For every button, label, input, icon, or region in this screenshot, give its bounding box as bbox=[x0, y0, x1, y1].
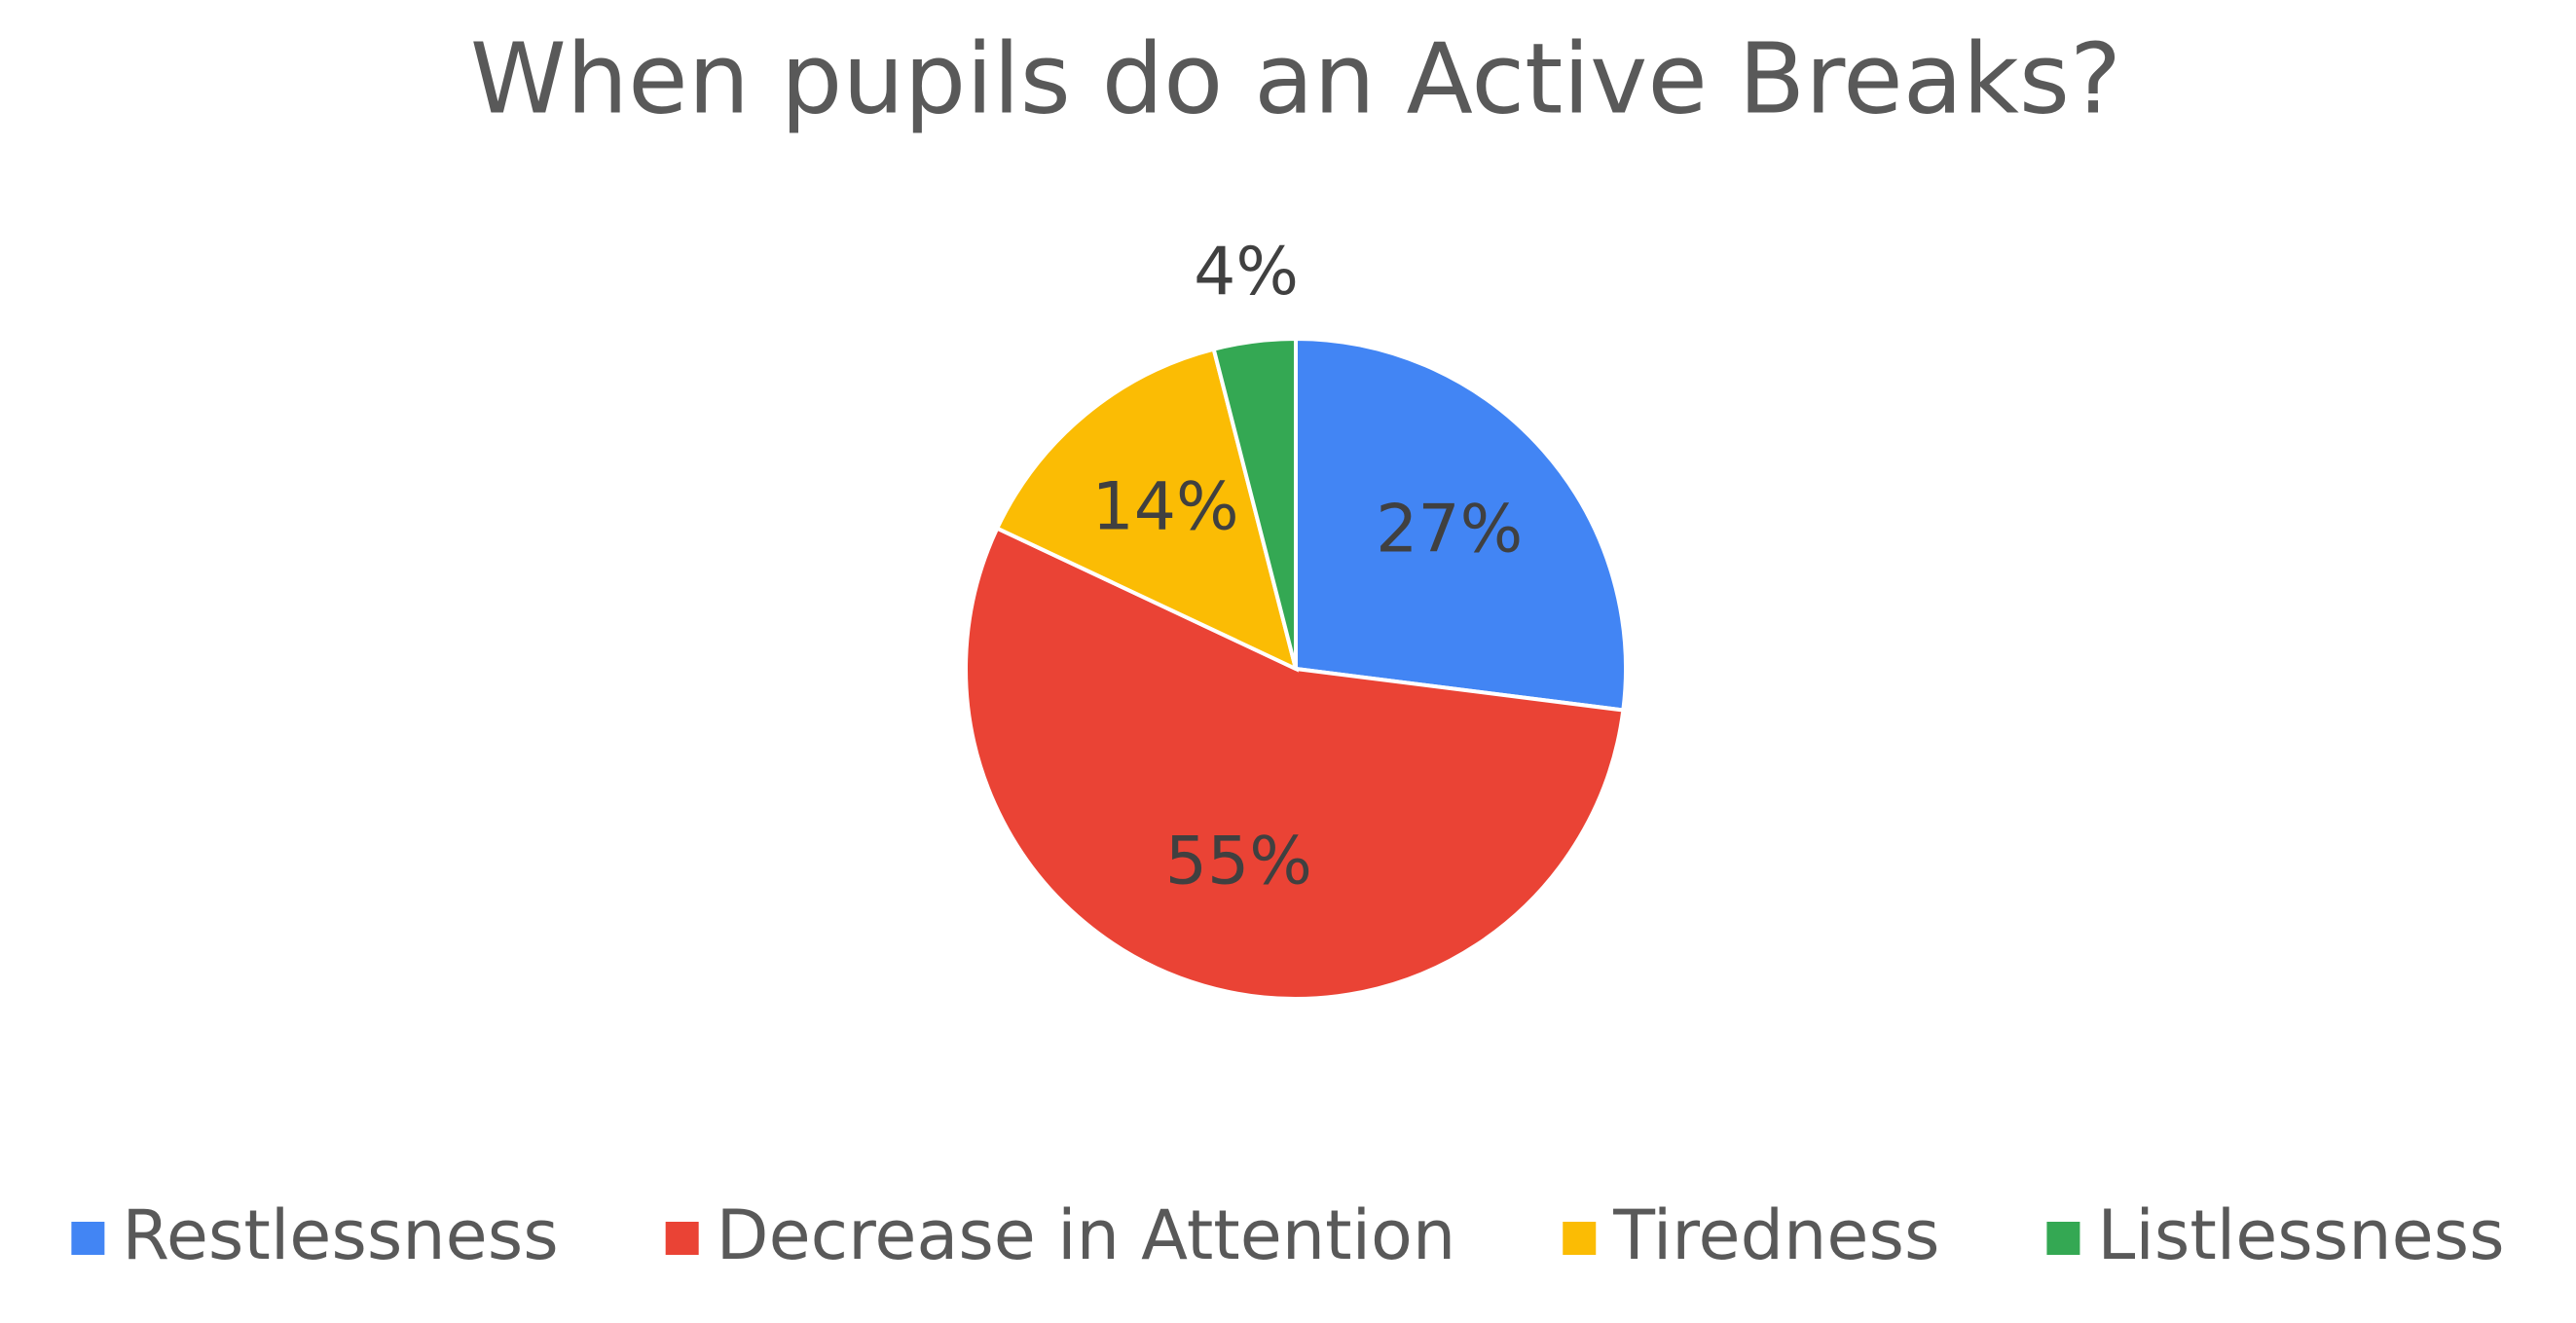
pie-slice bbox=[1211, 336, 1298, 670]
legend-label: Decrease in Attention bbox=[717, 1195, 1456, 1275]
legend: Restlessness Decrease in Attention Tiredne… bbox=[71, 1195, 2505, 1275]
pie-slice bbox=[964, 525, 1626, 1001]
legend-label: Tiredness bbox=[1612, 1195, 1939, 1275]
slice-label: 4% bbox=[1194, 234, 1299, 311]
slice-label: 14% bbox=[1091, 469, 1238, 546]
chart-title: When pupils do an Active Breaks? bbox=[470, 21, 2121, 135]
legend-label: Listlessness bbox=[2097, 1195, 2504, 1275]
legend-label: Restlessness bbox=[122, 1195, 558, 1275]
pie-slice bbox=[994, 347, 1299, 673]
legend-swatch bbox=[71, 1222, 105, 1255]
slice-label: 27% bbox=[1376, 492, 1523, 569]
legend-swatch bbox=[2046, 1222, 2080, 1255]
slice-label: 55% bbox=[1165, 823, 1312, 900]
pie-slice bbox=[1294, 336, 1628, 713]
legend-swatch bbox=[1563, 1222, 1597, 1255]
legend-swatch bbox=[665, 1222, 699, 1255]
